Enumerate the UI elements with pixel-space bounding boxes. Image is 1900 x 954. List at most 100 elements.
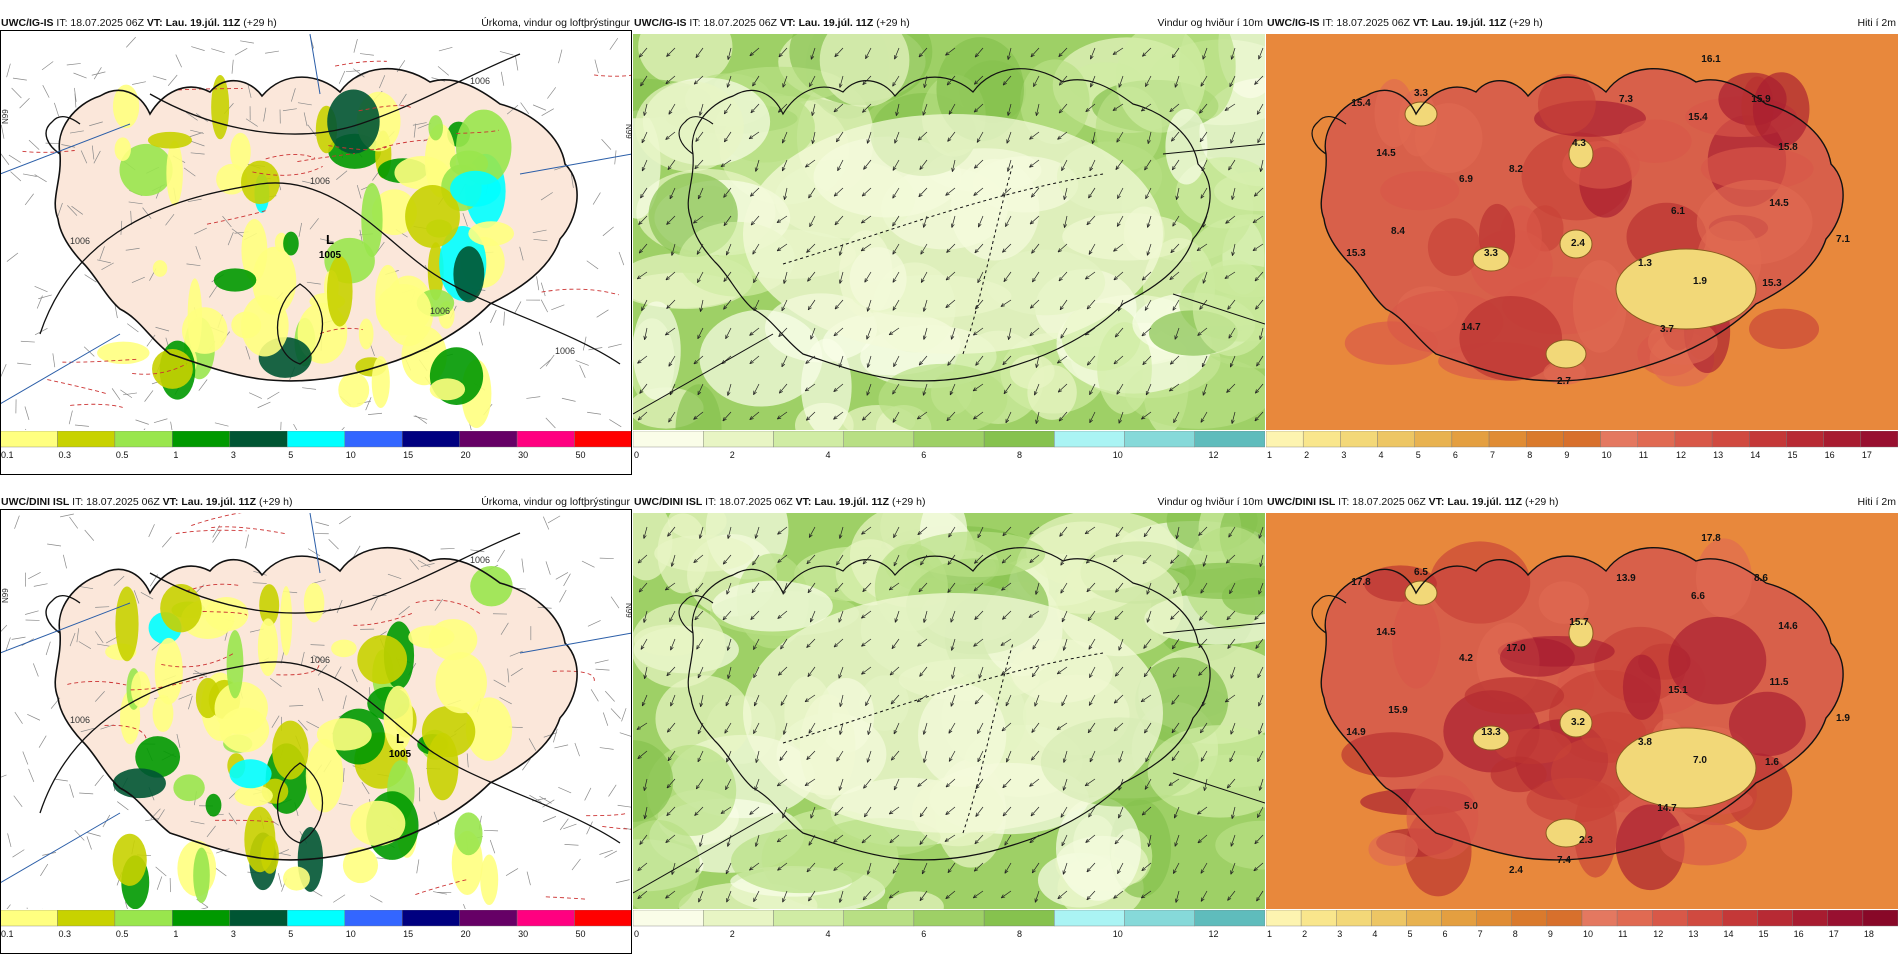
- latitude-label: N99: [1, 109, 10, 124]
- color-scale-label: 3: [1341, 450, 1346, 460]
- temperature-label: 2.7: [1557, 376, 1571, 387]
- color-scale-swatch: [703, 431, 773, 447]
- color-scale-label: 17: [1862, 450, 1872, 460]
- product-title: Vindur og hviður í 10m: [1158, 493, 1263, 511]
- color-scale-label: 12: [1209, 450, 1219, 460]
- isobar-label: 1006: [310, 655, 330, 665]
- lead-time: (+29 h): [1522, 496, 1558, 508]
- temperature-label: 6.6: [1691, 591, 1705, 602]
- color-scale-label: 14: [1750, 450, 1760, 460]
- color-scale-swatch: [1195, 431, 1265, 447]
- isobar-label: 1006: [555, 346, 575, 356]
- color-scale-label: 3: [231, 450, 236, 460]
- color-scale-label: 10: [1113, 929, 1123, 939]
- isobar-label: 1006: [70, 236, 90, 246]
- color-scale-label: 10: [1113, 450, 1123, 460]
- color-scale-label: 3: [1337, 929, 1342, 939]
- color-scale-swatch: [773, 431, 843, 447]
- map-svg: [633, 34, 1265, 430]
- model-name: UWC/IG-IS: [1267, 17, 1320, 29]
- color-scale-label: 0.3: [58, 450, 71, 460]
- color-scale-swatch: [1415, 431, 1452, 447]
- color-scale-swatch: [1547, 910, 1582, 926]
- color-scale-label: 0.5: [116, 929, 129, 939]
- model-name: UWC/IG-IS: [634, 17, 687, 29]
- color-scale-label: 2: [730, 929, 735, 939]
- color-scale-swatch: [460, 910, 517, 926]
- color-scale-swatch: [1828, 910, 1863, 926]
- temperature-label: 1.6: [1765, 757, 1779, 768]
- temperature-label: 6.1: [1671, 206, 1685, 217]
- color-scale-label: 8: [1017, 450, 1022, 460]
- color-scale-swatch: [1477, 910, 1512, 926]
- temperature-label: 15.9: [1751, 94, 1771, 105]
- model-name: UWC/DINI ISL: [1, 496, 69, 508]
- temperature-label: 4.3: [1572, 138, 1586, 149]
- color-scale-label: 0.5: [116, 450, 129, 460]
- color-scale-swatch: [1824, 431, 1861, 447]
- color-scale-swatch: [1442, 910, 1477, 926]
- temperature-label: 3.2: [1571, 717, 1585, 728]
- color-scale-swatch: [115, 910, 172, 926]
- color-scale-label: 8: [1527, 450, 1532, 460]
- color-scale-label: 10: [1583, 929, 1593, 939]
- color-scale-swatch: [773, 910, 843, 926]
- forecast-panel-dini-precip: UWC/DINI ISL IT: 18.07.2025 06Z VT: Lau.…: [0, 493, 632, 953]
- color-scale-swatch: [1303, 431, 1340, 447]
- temperature-label: 14.7: [1461, 322, 1481, 333]
- color-scale-label: 12: [1676, 450, 1686, 460]
- isobar-label: 1006: [470, 555, 490, 565]
- panel-run-info: UWC/DINI ISL IT: 18.07.2025 06Z VT: Lau.…: [634, 493, 926, 511]
- product-title: Úrkoma, vindur og loftþrýstingur: [481, 14, 630, 32]
- color-scale-label: 8: [1017, 929, 1022, 939]
- color-scale-swatch: [1563, 431, 1600, 447]
- temperature-label: 1.9: [1836, 713, 1850, 724]
- color-scale-label: 4: [1379, 450, 1384, 460]
- color-scale-label: 7: [1478, 929, 1483, 939]
- temperature-label: 13.9: [1616, 573, 1636, 584]
- temperature-label: 6.9: [1459, 174, 1473, 185]
- color-scale-label: 5: [1416, 450, 1421, 460]
- color-scale-label: 11: [1618, 929, 1627, 939]
- color-scale-swatch: [1793, 910, 1828, 926]
- temperature-label: 3.3: [1484, 248, 1498, 259]
- color-scale-swatch: [0, 910, 57, 926]
- temperature-label: 8.2: [1509, 164, 1523, 175]
- forecast-panel-igis-temp: UWC/IG-IS IT: 18.07.2025 06Z VT: Lau. 19…: [1266, 14, 1898, 474]
- temperature-label: 2.4: [1509, 865, 1523, 876]
- temperature-label: 15.7: [1569, 617, 1589, 628]
- color-scale-swatch: [1582, 910, 1617, 926]
- color-scale-swatch: [1861, 431, 1898, 447]
- map-area: [633, 34, 1265, 430]
- color-scale-label: 2: [730, 450, 735, 460]
- map-svg: 16.115.43.37.315.415.914.54.36.98.215.86…: [1266, 34, 1898, 430]
- temperature-label: 1.3: [1638, 258, 1652, 269]
- color-scale-swatch: [517, 431, 574, 447]
- color-scale-swatch: [115, 431, 172, 447]
- color-scale-label: 16: [1794, 929, 1804, 939]
- forecast-panel-igis-precip: UWC/IG-IS IT: 18.07.2025 06Z VT: Lau. 19…: [0, 14, 632, 474]
- color-scale-swatch: [1526, 431, 1563, 447]
- isobar-label: 1006: [470, 76, 490, 86]
- init-time: IT: 18.07.2025 06Z: [54, 17, 147, 29]
- panel-run-info: UWC/IG-IS IT: 18.07.2025 06Z VT: Lau. 19…: [1267, 14, 1543, 32]
- color-scale-swatch: [1489, 431, 1526, 447]
- model-name: UWC/DINI ISL: [634, 496, 702, 508]
- color-scale-label: 14: [1723, 929, 1733, 939]
- color-scale-swatch: [172, 910, 229, 926]
- color-scale-swatch: [1617, 910, 1652, 926]
- isobar-label: 1006: [310, 176, 330, 186]
- color-scale-swatch: [844, 431, 914, 447]
- valid-time: VT: Lau. 19.júl. 11Z: [147, 17, 240, 29]
- forecast-panel-dini-wind: UWC/DINI ISL IT: 18.07.2025 06Z VT: Lau.…: [633, 493, 1265, 953]
- color-scale-swatch: [1863, 910, 1898, 926]
- color-scale-label: 13: [1688, 929, 1698, 939]
- panel-header: UWC/DINI ISL IT: 18.07.2025 06Z VT: Lau.…: [633, 493, 1265, 511]
- temperature-label: 5.0: [1464, 801, 1478, 812]
